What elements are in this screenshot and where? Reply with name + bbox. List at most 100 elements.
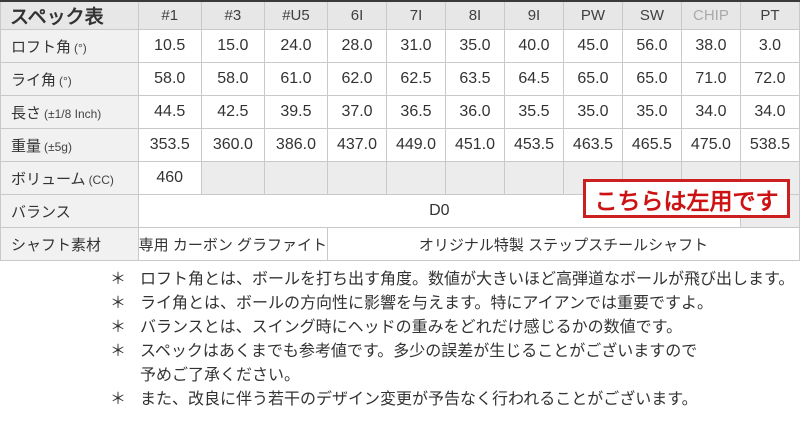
- spec-value: 35.0: [444, 29, 505, 63]
- footnote-item: ＊ また、改良に伴う若干のデザイン変更が予告なく行われることがございます。: [110, 388, 800, 412]
- row-label: ボリューム (CC): [0, 161, 139, 195]
- header-row: スペック表 #1 #3 #U5 6I 7I 8I 9I PW SW CHIP PT: [0, 0, 800, 30]
- spec-value: 39.5: [263, 95, 329, 129]
- column-header: PW: [562, 0, 623, 30]
- row-label: バランス: [0, 194, 139, 228]
- column-header: 7I: [386, 0, 446, 30]
- spec-value: 38.0: [680, 29, 741, 63]
- left-handed-notice: こちらは左用です: [583, 179, 790, 218]
- footnote-item: ＊ スペックはあくまでも参考値です。多少の誤差が生じることがございますので 予めご了…: [110, 340, 800, 388]
- footnote-marker: ＊: [110, 295, 127, 312]
- spec-value: 10.5: [137, 29, 202, 63]
- spec-value: 538.5: [739, 128, 800, 162]
- column-header: SW: [621, 0, 682, 30]
- footnote-line: バランスとは、スイング時にヘッドの重みをどれだけ感じるかの数値です。: [140, 319, 683, 336]
- spec-value: 56.0: [621, 29, 682, 63]
- row-label-unit: (°): [59, 73, 72, 88]
- footnote-text: ロフト角とは、ボールを打ち出す角度。数値が大きいほど高弾道なボールが飛び出します…: [140, 268, 800, 292]
- row-label-text: ライ角: [11, 71, 57, 89]
- spec-value: 28.0: [327, 29, 387, 63]
- spec-value: 36.0: [444, 95, 505, 129]
- footnote-text: また、改良に伴う若干のデザイン変更が予告なく行われることがございます。: [140, 388, 800, 412]
- spec-value: 58.0: [137, 62, 202, 96]
- table-title: スペック表: [0, 0, 139, 30]
- column-header: #U5: [263, 0, 329, 30]
- spec-value: 386.0: [263, 128, 329, 162]
- spec-value: 35.0: [562, 95, 623, 129]
- footnote-item: ＊ ライ角とは、ボールの方向性に影響を与えます。特にアイアンでは重要ですよ。: [110, 292, 800, 316]
- row-label: シャフト素材: [0, 227, 139, 261]
- empty-cell: [503, 161, 564, 195]
- spec-value: 451.0: [444, 128, 505, 162]
- footnote-line: ロフト角とは、ボールを打ち出す角度。数値が大きいほど高弾道なボールが飛び出します…: [140, 271, 795, 288]
- spec-value: 58.0: [200, 62, 265, 96]
- column-header: 6I: [327, 0, 387, 30]
- column-header: PT: [739, 0, 800, 30]
- spec-value: 35.5: [503, 95, 564, 129]
- spec-value: 465.5: [621, 128, 682, 162]
- spec-value: 64.5: [503, 62, 564, 96]
- spec-value: 453.5: [503, 128, 564, 162]
- row-label-text: ボリューム: [11, 170, 86, 188]
- spec-value: 37.0: [327, 95, 387, 129]
- spec-value: 36.5: [386, 95, 446, 129]
- spec-row: ライ角 (°) 58.0 58.0 61.0 62.0 62.5 63.5 64.5 65.0 65…: [0, 62, 800, 96]
- footnote-line: また、改良に伴う若干のデザイン変更が予告なく行われることがございます。: [140, 391, 698, 408]
- row-label-text: シャフト素材: [11, 236, 102, 254]
- footnote-marker: ＊: [110, 319, 127, 336]
- left-handed-notice-label: こちらは左用です: [594, 187, 779, 214]
- spec-value: オリジナル特製 ステップスチールシャフト: [327, 227, 800, 261]
- spec-value: 42.5: [200, 95, 265, 129]
- row-label: ライ角 (°): [0, 62, 139, 96]
- footnote-item: ＊ バランスとは、スイング時にヘッドの重みをどれだけ感じるかの数値です。: [110, 316, 800, 340]
- spec-value: 65.0: [621, 62, 682, 96]
- empty-cell: [327, 161, 387, 195]
- spec-value: 35.0: [621, 95, 682, 129]
- footnote-line: ライ角とは、ボールの方向性に影響を与えます。特にアイアンでは重要ですよ。: [140, 295, 713, 312]
- footnote-line: スペックはあくまでも参考値です。多少の誤差が生じることがございますので: [140, 343, 698, 360]
- spec-value: 34.0: [739, 95, 800, 129]
- spec-value: 360.0: [200, 128, 265, 162]
- footnote-text: スペックはあくまでも参考値です。多少の誤差が生じることがございますので 予めご了承…: [140, 340, 800, 388]
- footnote-item: ＊ ロフト角とは、ボールを打ち出す角度。数値が大きいほど高弾道なボールが飛び出しま…: [110, 268, 800, 292]
- spec-value: 65.0: [562, 62, 623, 96]
- row-label-text: バランス: [11, 203, 71, 221]
- spec-value: 専用 カーボン グラファイト: [137, 227, 329, 261]
- empty-cell: [444, 161, 505, 195]
- footnote-text: ライ角とは、ボールの方向性に影響を与えます。特にアイアンでは重要ですよ。: [140, 292, 800, 316]
- spec-value: 44.5: [137, 95, 202, 129]
- empty-cell: [263, 161, 329, 195]
- row-label: 重量 (±5g): [0, 128, 139, 162]
- row-label-text: 重量: [11, 137, 42, 155]
- row-label-text: 長さ: [11, 104, 42, 122]
- footnote-line: 予めご了承ください。: [140, 367, 301, 384]
- column-header: #1: [137, 0, 202, 30]
- spec-value: 61.0: [263, 62, 329, 96]
- row-label-text: ロフト角: [11, 38, 72, 56]
- spec-value: 34.0: [680, 95, 741, 129]
- row-label-unit: (CC): [88, 172, 114, 187]
- row-label-unit: (±1/8 Inch): [44, 106, 102, 121]
- spec-value: 45.0: [562, 29, 623, 63]
- row-label-unit: (°): [74, 40, 87, 55]
- footnote-marker: ＊: [110, 271, 127, 288]
- spec-row: ロフト角 (°) 10.5 15.0 24.0 28.0 31.0 35.0 40.0 45.0 5…: [0, 29, 800, 63]
- spec-value: 15.0: [200, 29, 265, 63]
- footnote-text: バランスとは、スイング時にヘッドの重みをどれだけ感じるかの数値です。: [140, 316, 800, 340]
- spec-value: 437.0: [327, 128, 387, 162]
- spec-value: 72.0: [739, 62, 800, 96]
- spec-value: 62.0: [327, 62, 387, 96]
- footnotes: ＊ ロフト角とは、ボールを打ち出す角度。数値が大きいほど高弾道なボールが飛び出しま…: [110, 268, 800, 412]
- spec-value: 71.0: [680, 62, 741, 96]
- spec-value: 449.0: [386, 128, 446, 162]
- column-header: #3: [200, 0, 265, 30]
- empty-cell: [200, 161, 265, 195]
- spec-value: 463.5: [562, 128, 623, 162]
- footnote-marker: ＊: [110, 391, 127, 408]
- row-label: 長さ (±1/8 Inch): [0, 95, 139, 129]
- column-header: 9I: [503, 0, 564, 30]
- spec-row: 重量 (±5g) 353.5 360.0 386.0 437.0 449.0 451.0 453…: [0, 128, 800, 162]
- spec-table: スペック表 #1 #3 #U5 6I 7I 8I 9I PW SW CHIP PT ロフト角 (°) 10.…: [0, 0, 800, 261]
- spec-row: シャフト素材 専用 カーボン グラファイト オリジナル特製 ステップスチールシャフト: [0, 227, 800, 261]
- spec-value: 40.0: [503, 29, 564, 63]
